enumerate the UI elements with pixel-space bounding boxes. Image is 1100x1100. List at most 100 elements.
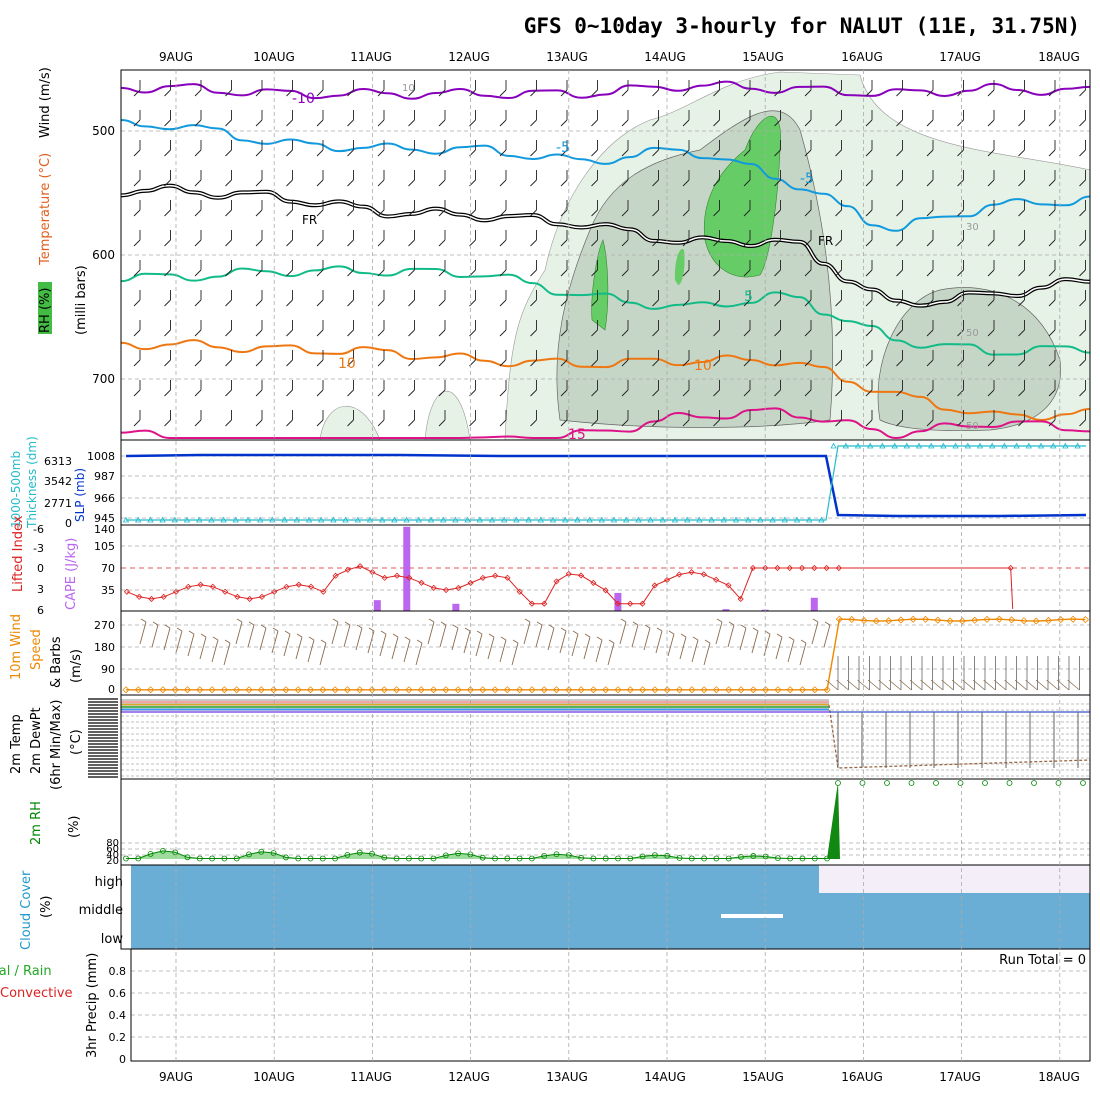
thickness-marker: [501, 516, 508, 523]
upper-wind-barb: [469, 200, 476, 217]
wind-speed-marker: [1008, 616, 1016, 624]
upper-wind-barb: [804, 410, 812, 427]
upper-wind-barb: [621, 320, 629, 337]
li-axis-label: Lifted Index: [11, 515, 26, 592]
temp-band: [121, 699, 829, 713]
upper-wind-barb: [957, 200, 964, 217]
rh2m-marker: [738, 854, 744, 860]
thickness-marker: [671, 516, 679, 523]
upper-wind-barb: [926, 110, 934, 127]
bottom-date-axis: 9AUG 10AUG 11AUG 12AUG 13AUG 14AUG 15AUG…: [159, 1070, 1080, 1084]
upper-wind-barb: [682, 260, 690, 277]
upper-wind-barb: [652, 140, 659, 157]
upper-wind-barb: [255, 410, 263, 427]
cape-tick: 105: [94, 540, 115, 553]
upper-wind-barb: [316, 380, 324, 397]
wind-speed-marker: [147, 686, 155, 694]
upper-wind-barb: [469, 110, 476, 127]
rh2m-marker: [184, 854, 191, 861]
upper-wind-barb: [347, 380, 354, 397]
thickness-marker: [659, 516, 666, 523]
upper-wind-barb: [926, 140, 934, 157]
thickness-marker: [318, 516, 325, 523]
cloud-fill-low-mid: [131, 893, 1090, 949]
thickness-marker: [281, 516, 288, 523]
upper-wind-barb: [316, 410, 324, 427]
rh-label: 50: [966, 328, 979, 339]
surface-wind-barb: [559, 627, 567, 654]
upper-wind-barb: [865, 110, 873, 127]
upper-wind-barb: [1018, 140, 1025, 157]
upper-wind-barb: [499, 380, 507, 397]
wind-speed-marker: [417, 686, 425, 694]
wind-speed-marker: [651, 686, 659, 694]
wind-speed-marker: [971, 616, 979, 624]
thickness-marker: [427, 516, 435, 523]
upper-wind-barb: [774, 170, 781, 187]
date-label: 15AUG: [742, 50, 784, 64]
rh2m-marker: [762, 853, 769, 860]
upper-wind-barb: [347, 200, 354, 217]
upper-wind-barb: [865, 350, 873, 367]
upper-wind-barb: [1018, 320, 1025, 337]
thickness-marker: [183, 516, 191, 523]
rh2m-area: [126, 850, 828, 859]
wind-speed-marker: [220, 686, 228, 694]
upper-wind-barb: [1048, 380, 1056, 397]
upper-wind-barb: [713, 380, 720, 397]
precip-ticks: 0.8 0.6 0.4 0.2 0: [109, 965, 127, 1066]
temperature-axis-label: Temperature (°C): [38, 153, 53, 266]
cloud-ylabels: Cloud Cover (%): [19, 870, 54, 950]
upper-wind-barb: [682, 380, 690, 397]
thickness-marker: [574, 516, 581, 523]
lifted-index-marker: [700, 571, 707, 578]
thickness-marker: [696, 516, 703, 523]
lifted-index-marker: [1007, 564, 1014, 572]
surface-wind-barb: [1056, 679, 1070, 691]
upper-wind-barb: [896, 80, 903, 97]
upper-wind-barb: [1048, 230, 1056, 247]
rh2m-marker: [908, 780, 915, 786]
wind-speed-marker: [934, 616, 942, 624]
cloud-fill-high: [131, 865, 819, 893]
upper-wind-barb: [499, 110, 507, 127]
rh2m-marker: [957, 780, 964, 786]
wind-speed-marker: [233, 686, 241, 694]
wind-speed-marker: [405, 686, 413, 694]
thickness-marker: [623, 516, 630, 523]
upper-wind-barb: [408, 380, 415, 397]
upper-wind-barb: [743, 410, 751, 427]
upper-wind-barb: [957, 260, 964, 277]
lifted-index-marker: [246, 595, 253, 603]
rh-legend-swatch: [38, 282, 52, 334]
thickness-marker: [208, 516, 215, 523]
upper-wind-barb: [133, 80, 141, 97]
wind-speed-marker: [602, 686, 610, 694]
upper-wind-barb: [133, 320, 141, 337]
thickness-marker: [854, 442, 862, 449]
upper-wind-barb: [1048, 200, 1056, 217]
wind-speed-marker: [552, 686, 561, 694]
upper-wind-barb: [835, 290, 842, 307]
temp2m-axis-label: 2m DewPt: [29, 707, 44, 774]
wind-speed-marker: [343, 686, 351, 694]
upper-wind-barb: [286, 110, 293, 127]
upper-wind-barb: [408, 110, 415, 127]
upper-wind-barb: [1079, 410, 1086, 427]
wind-speed-marker: [1032, 617, 1040, 625]
rh2m-tick: 60: [106, 844, 119, 855]
upper-wind-barb: [347, 140, 354, 157]
lifted-index-marker: [590, 579, 597, 586]
surface-wind-barb: [535, 621, 543, 648]
wind-speed-marker: [737, 686, 745, 694]
wind-speed-marker: [811, 686, 819, 694]
rh2m-marker: [344, 851, 351, 858]
wind-speed-marker: [614, 686, 622, 694]
upper-wind-barb: [835, 320, 842, 337]
rh2m-marker: [1055, 780, 1062, 786]
upper-wind-barb: [499, 410, 507, 427]
rh-axis-label: RH (%): [38, 288, 53, 333]
upper-wind-barb: [194, 230, 202, 247]
thickness-marker: [610, 516, 618, 523]
surface-wind-barb: [391, 633, 399, 660]
